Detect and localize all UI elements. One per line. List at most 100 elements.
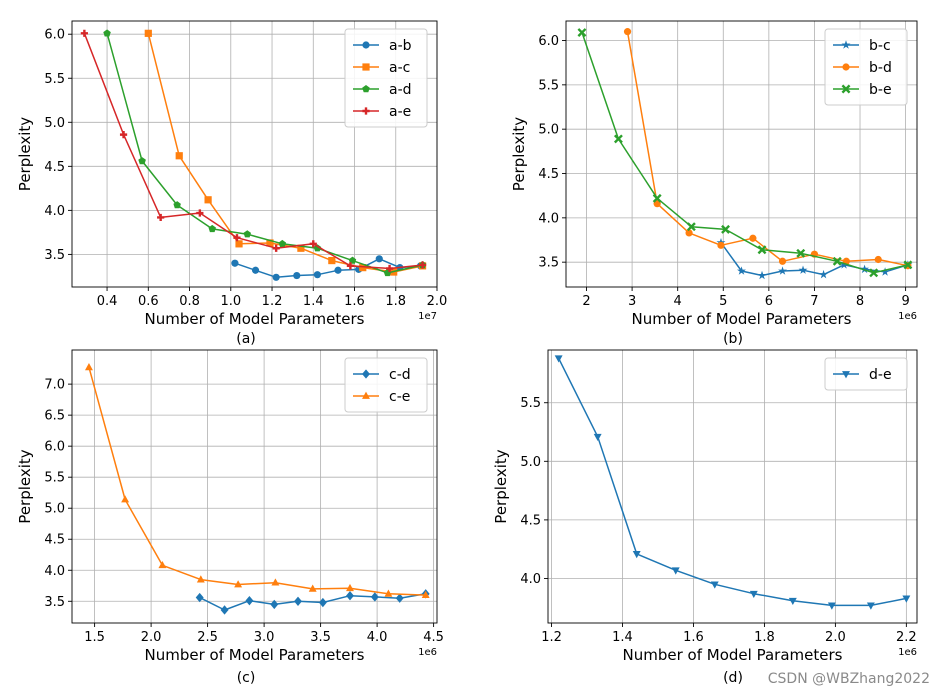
data-point-a-b	[334, 266, 342, 274]
y-tick-label: 4.0	[520, 572, 541, 587]
x-tick-label: 9	[901, 294, 909, 309]
legend-label: a-b	[389, 38, 412, 54]
series-a-b	[231, 255, 425, 281]
x-tick-label: 1.0	[220, 294, 241, 309]
legend-label: a-c	[389, 60, 410, 76]
x-tick-label: 1.2	[541, 630, 562, 645]
y-tick-label: 5.5	[520, 396, 541, 411]
data-point-a-b	[231, 259, 239, 267]
data-point-c-d	[294, 596, 302, 606]
data-point-b-d	[653, 200, 661, 208]
x-tick-label: 6	[765, 294, 773, 309]
x-scale-offset-label: 1e7	[418, 311, 437, 322]
chart-caption: (b)	[723, 331, 743, 347]
legend-box	[344, 357, 428, 413]
legend-box	[344, 28, 428, 128]
legend-marker	[362, 85, 370, 93]
data-point-d-e	[671, 567, 680, 575]
x-tick-label: 0.6	[138, 294, 159, 309]
x-axis-label: Number of Model Parameters	[145, 646, 365, 664]
data-point-a-d	[278, 239, 287, 247]
data-point-a-d	[348, 256, 357, 264]
x-tick-label: 5	[719, 294, 727, 309]
legend-label: c-e	[389, 389, 410, 405]
legend-marker	[842, 371, 850, 379]
data-point-b-d	[685, 229, 693, 237]
data-point-c-d	[270, 599, 279, 610]
data-point-d-e	[749, 590, 758, 599]
series-line-c-d	[199, 593, 426, 611]
y-tick-label: 5.0	[520, 455, 541, 470]
y-axis-label: Perplexity	[510, 117, 528, 191]
y-tick-label: 3.5	[44, 248, 65, 263]
data-point-c-d	[245, 595, 254, 606]
y-axis-label: Perplexity	[16, 117, 34, 191]
data-point-a-e	[196, 209, 204, 217]
data-point-b-e	[796, 248, 806, 258]
chart-caption: (a)	[236, 331, 256, 347]
data-point-d-e	[554, 355, 563, 363]
legend-a: a-b a-c a-d a-e	[344, 28, 428, 128]
x-axis-label: Number of Model Parameters	[145, 310, 365, 328]
data-point-a-e	[80, 29, 88, 37]
legend-marker	[841, 40, 851, 49]
data-point-d-e	[902, 595, 911, 603]
legend-label: a-e	[389, 104, 411, 120]
data-point-b-c	[757, 270, 767, 280]
data-point-c-d	[195, 592, 204, 603]
x-tick-label: 1.8	[385, 294, 406, 309]
data-point-a-e	[272, 244, 280, 252]
y-axis-label: Perplexity	[16, 449, 34, 523]
data-point-b-c	[778, 266, 787, 275]
data-point-a-c	[204, 196, 212, 204]
data-point-b-c	[880, 267, 890, 276]
x-scale-offset-label: 1e6	[898, 311, 917, 322]
data-point-a-b	[251, 266, 260, 274]
legend-marker	[841, 84, 851, 94]
x-tick-label: 4.0	[367, 630, 388, 645]
data-point-a-d	[208, 224, 216, 233]
data-point-c-d	[220, 605, 229, 615]
data-point-a-c	[266, 239, 274, 247]
data-point-c-e	[384, 589, 393, 597]
axes-frame-a	[71, 20, 438, 288]
series-line-d-e	[557, 357, 907, 607]
data-point-b-e	[721, 224, 730, 234]
axes-frame-d	[547, 349, 918, 624]
data-point-a-e	[418, 261, 427, 269]
y-tick-label: 6.5	[44, 409, 65, 424]
legend-label: a-d	[389, 82, 412, 98]
data-point-c-e	[346, 583, 354, 592]
data-point-a-b	[375, 255, 383, 263]
chart-caption: (d)	[723, 670, 743, 686]
legend-label: b-e	[869, 82, 892, 98]
data-point-b-c	[737, 266, 746, 275]
legend-label: c-d	[389, 367, 411, 383]
y-tick-label: 5.5	[538, 78, 559, 93]
data-point-b-e	[686, 222, 696, 232]
legend-label: b-c	[869, 38, 891, 54]
data-point-c-d	[395, 593, 404, 603]
x-tick-label: 3.0	[254, 630, 275, 645]
x-tick-label: 2.2	[896, 630, 917, 645]
y-tick-label: 5.0	[44, 116, 65, 131]
x-tick-label: 3	[628, 294, 636, 309]
y-tick-label: 4.0	[44, 204, 65, 219]
legend-label: b-d	[869, 60, 892, 76]
legend-label: d-e	[869, 367, 892, 383]
legend-marker	[362, 107, 370, 115]
data-point-d-e	[788, 597, 797, 606]
series-c-d	[195, 589, 430, 615]
series-line-c-e	[88, 367, 426, 596]
series-d-e	[554, 355, 911, 610]
y-tick-label: 3.5	[44, 595, 65, 610]
data-point-c-e	[196, 575, 205, 583]
data-point-a-d	[173, 201, 181, 209]
data-point-b-d	[874, 255, 882, 264]
y-tick-label: 7.0	[44, 378, 65, 393]
data-point-a-d	[313, 244, 322, 252]
data-point-b-e	[869, 268, 879, 278]
y-tick-label: 4.5	[538, 167, 559, 182]
data-point-a-e	[385, 264, 394, 273]
data-point-c-e	[84, 363, 93, 371]
